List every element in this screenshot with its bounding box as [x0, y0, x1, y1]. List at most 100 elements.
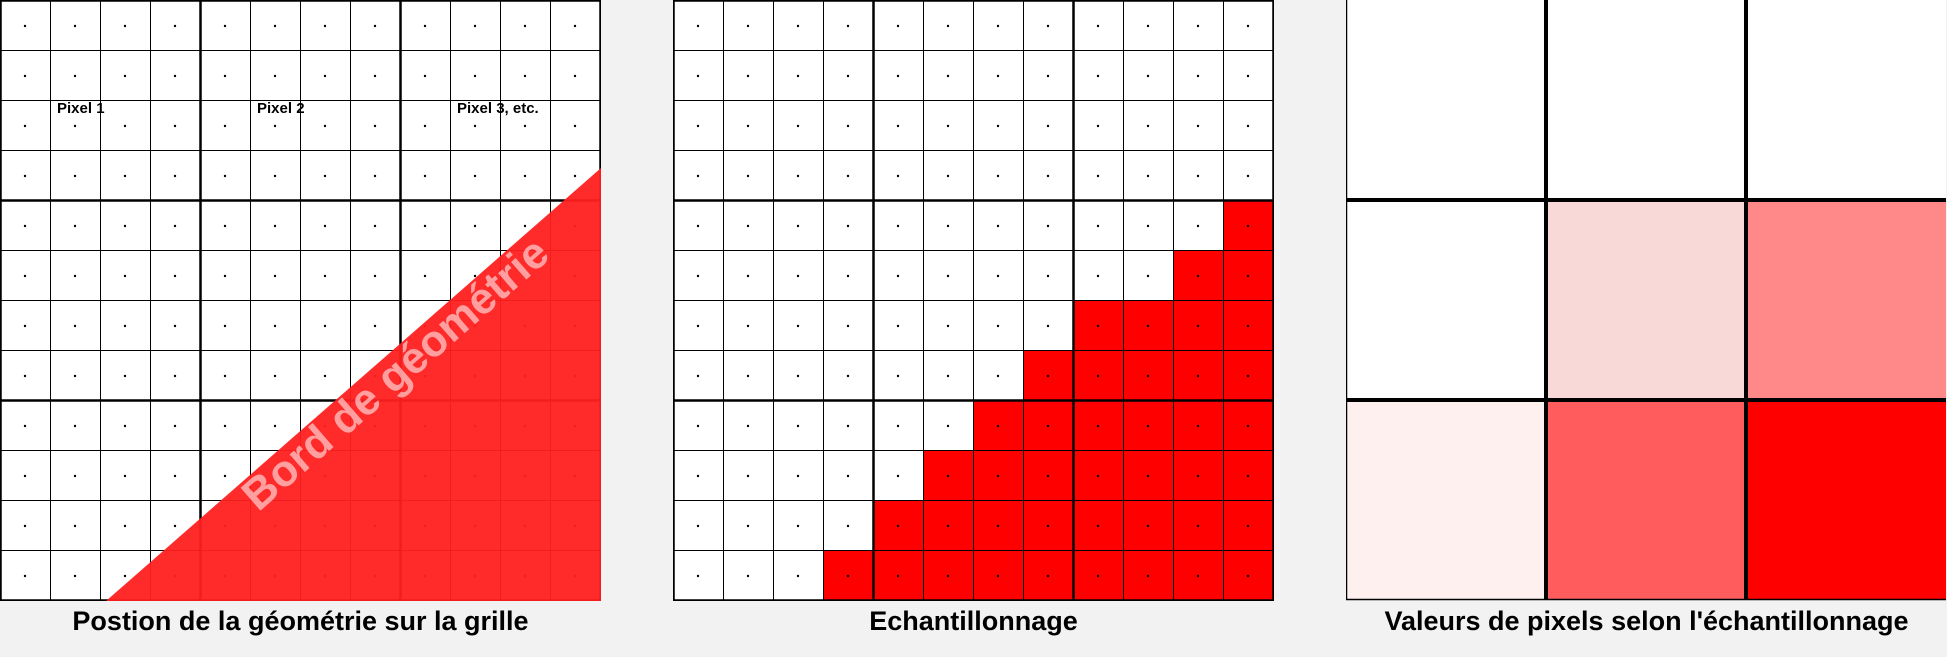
sample-point: [223, 424, 227, 428]
sample-point: [123, 574, 127, 578]
sample-point: [223, 174, 227, 178]
sampling-grid: [673, 0, 1274, 601]
sample-point: [996, 574, 1000, 578]
sample-point: [846, 74, 850, 78]
pixel-values-caption: Valeurs de pixels selon l'échantillonnag…: [1384, 606, 1909, 636]
sample-point: [1196, 474, 1200, 478]
sample-point: [23, 124, 27, 128]
sample-point: [896, 224, 900, 228]
pixel-cell: [1346, 400, 1546, 600]
sample-point: [1096, 574, 1100, 578]
sample-point: [73, 74, 77, 78]
sample-point: [23, 424, 27, 428]
sample-point: [996, 374, 1000, 378]
sample-point: [1046, 24, 1050, 28]
sample-point: [473, 124, 477, 128]
sample-point: [173, 74, 177, 78]
sample-point: [1096, 274, 1100, 278]
sample-point: [1096, 24, 1100, 28]
sample-point: [1196, 24, 1200, 28]
sample-point: [223, 124, 227, 128]
sample-point: [1146, 224, 1150, 228]
sample-point: [1146, 374, 1150, 378]
sample-point: [73, 274, 77, 278]
sample-point: [896, 174, 900, 178]
sample-point: [323, 174, 327, 178]
sample-point: [123, 524, 127, 528]
sample-point: [1096, 374, 1100, 378]
sample-point: [1246, 274, 1250, 278]
sample-point: [23, 174, 27, 178]
sample-point: [1146, 174, 1150, 178]
sample-point: [173, 474, 177, 478]
sample-point: [123, 274, 127, 278]
sample-point: [123, 474, 127, 478]
sample-point: [846, 374, 850, 378]
sample-point: [1096, 124, 1100, 128]
sample-point: [273, 74, 277, 78]
sample-point: [73, 324, 77, 328]
sample-point: [123, 374, 127, 378]
sample-point: [473, 274, 477, 278]
sample-point: [696, 374, 700, 378]
sample-point: [1196, 224, 1200, 228]
sample-point: [696, 74, 700, 78]
sample-point: [1246, 324, 1250, 328]
sample-point: [23, 374, 27, 378]
sample-point: [896, 474, 900, 478]
sample-point: [746, 174, 750, 178]
sample-point: [523, 124, 527, 128]
sample-point: [73, 174, 77, 178]
sample-point: [323, 274, 327, 278]
sample-point: [223, 374, 227, 378]
sample-point: [573, 74, 577, 78]
sample-point: [1046, 574, 1050, 578]
sample-point: [373, 74, 377, 78]
sample-point: [1046, 224, 1050, 228]
sample-point: [173, 524, 177, 528]
sample-point: [796, 124, 800, 128]
pixel-label: Pixel 2: [257, 100, 305, 117]
sample-point: [123, 324, 127, 328]
sample-point: [23, 224, 27, 228]
sample-point: [323, 224, 327, 228]
sample-point: [173, 374, 177, 378]
sample-point: [996, 224, 1000, 228]
sample-point: [1096, 524, 1100, 528]
sample-point: [23, 474, 27, 478]
sample-point: [746, 424, 750, 428]
sample-point: [696, 424, 700, 428]
pixel-cell: [1546, 400, 1746, 600]
geometry-grid: Pixel 1 Pixel 2 Pixel 3, etc.Bord de géomé…: [0, 0, 601, 601]
sample-point: [273, 174, 277, 178]
sample-point: [996, 24, 1000, 28]
pixel-values-panel: [1346, 0, 1947, 601]
sample-point: [1046, 124, 1050, 128]
sample-point: [1146, 24, 1150, 28]
sampling-panel: [673, 0, 1274, 601]
sample-point: [323, 24, 327, 28]
sample-point: [996, 274, 1000, 278]
sample-point: [696, 174, 700, 178]
sample-point: [173, 24, 177, 28]
sample-point: [573, 24, 577, 28]
sample-point: [896, 374, 900, 378]
sample-point: [1246, 474, 1250, 478]
sample-point: [696, 274, 700, 278]
sample-point: [373, 174, 377, 178]
sample-point: [696, 24, 700, 28]
sample-point: [1196, 174, 1200, 178]
sample-point: [1096, 424, 1100, 428]
sample-point: [223, 474, 227, 478]
pixel-cell: [1346, 200, 1546, 400]
sample-point: [696, 474, 700, 478]
sample-point: [1046, 374, 1050, 378]
sample-point: [796, 524, 800, 528]
sample-point: [1096, 224, 1100, 228]
sample-point: [1046, 274, 1050, 278]
sample-point: [273, 374, 277, 378]
sample-point: [746, 574, 750, 578]
sample-point: [123, 124, 127, 128]
sample-point: [73, 224, 77, 228]
sample-point: [1046, 424, 1050, 428]
